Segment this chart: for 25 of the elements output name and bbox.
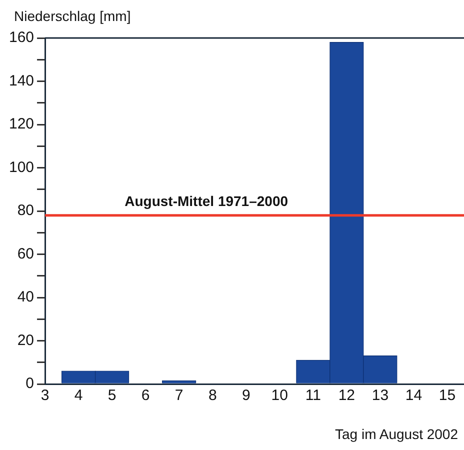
y-tick-label: 60 [17,245,34,262]
y-tick-label: 100 [8,158,34,176]
x-tick-label: 10 [271,387,288,404]
x-tick-label: 5 [108,387,116,404]
ref-line-label: August-Mittel 1971–2000 [124,193,288,210]
x-tick-label: 8 [208,387,217,404]
x-tick-label: 3 [40,387,50,404]
x-tick-label: 14 [405,387,422,404]
x-tick-label: 4 [74,387,83,404]
y-tick-label: 80 [17,202,34,220]
x-tick-label: 7 [174,387,184,404]
x-tick-label: 13 [372,387,389,404]
x-axis-title: Tag im August 2002 [335,426,458,442]
y-tick-label: 140 [8,72,34,90]
x-tick-label: 15 [438,387,456,404]
x-tick-label: 9 [242,387,250,404]
y-tick-label: 160 [8,29,34,46]
y-tick-label: 40 [17,288,34,306]
y-tick-label: 20 [17,332,34,349]
y-tick-label: 120 [8,116,34,133]
y-tick-label: 0 [26,375,34,392]
x-tick-label: 12 [338,387,356,404]
y-axis-title: Niederschlag [mm] [14,8,131,24]
x-tick-label: 11 [305,387,321,404]
x-tick-label: 6 [141,387,150,404]
